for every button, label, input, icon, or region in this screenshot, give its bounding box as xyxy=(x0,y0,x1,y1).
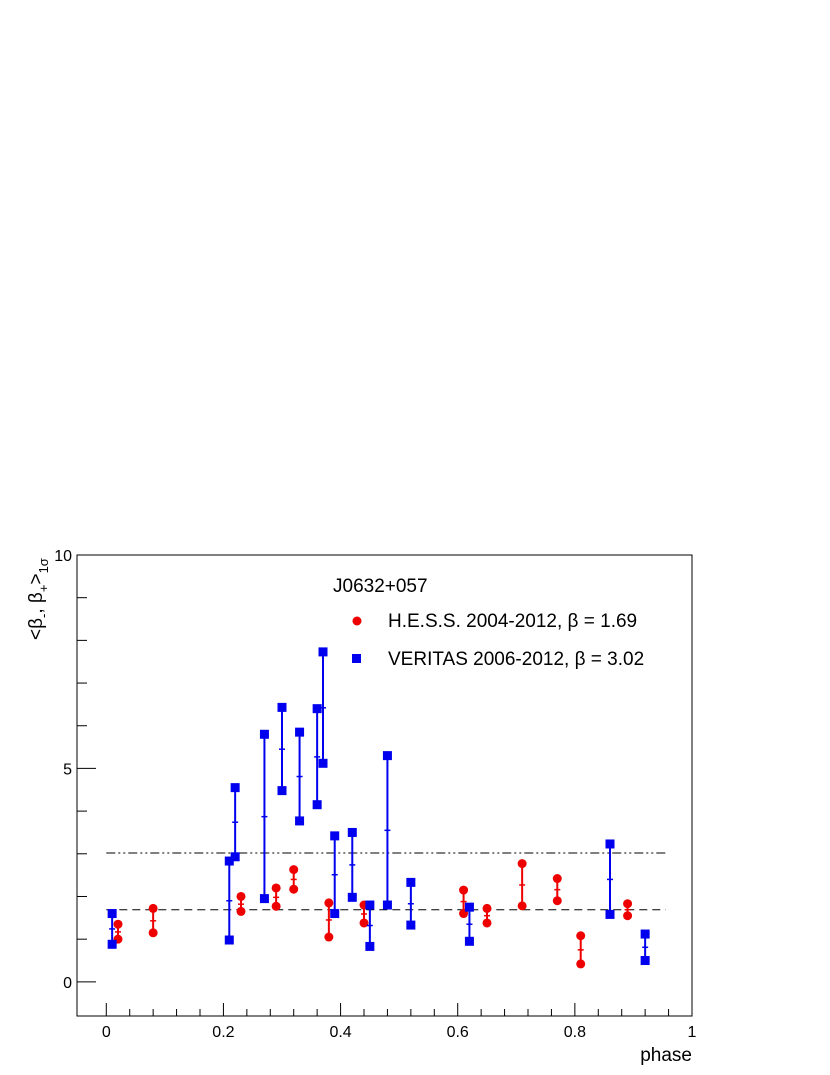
point-high xyxy=(406,877,416,887)
point-high xyxy=(312,704,322,714)
point-high xyxy=(464,902,474,912)
point-low xyxy=(230,852,240,862)
point-low xyxy=(382,900,392,910)
point-high xyxy=(382,751,392,761)
point-high xyxy=(576,931,586,941)
point-low xyxy=(148,928,158,938)
point-low xyxy=(359,918,369,928)
legend: J0632+057 H.E.S.S. 2004-2012, β = 1.69 V… xyxy=(333,576,644,670)
point-low xyxy=(312,800,322,810)
point-low xyxy=(482,918,492,928)
y-tick-label: 5 xyxy=(63,761,72,778)
point-high xyxy=(623,899,633,909)
point-low xyxy=(289,884,299,894)
y-axis-title-sep: , β xyxy=(26,592,47,614)
y-axis-title: <β-, β+>1σ xyxy=(26,558,51,640)
point-high xyxy=(517,859,527,869)
point-low xyxy=(236,906,246,916)
point-low xyxy=(271,901,281,911)
point-low xyxy=(517,901,527,911)
point-high xyxy=(318,647,328,657)
y-axis-title-close: > xyxy=(26,573,47,584)
point-high xyxy=(365,900,375,910)
point-high xyxy=(330,831,340,841)
point-high xyxy=(259,729,269,739)
y-tick-label: 0 xyxy=(63,975,72,992)
point-low xyxy=(259,894,269,904)
x-tick-label: 0.6 xyxy=(447,1024,469,1041)
y-axis-title-sub3: 1σ xyxy=(36,558,51,573)
point-high xyxy=(113,919,123,929)
chart-title: J0632+057 xyxy=(333,576,428,597)
point-high xyxy=(230,783,240,793)
point-low xyxy=(318,758,328,768)
point-high xyxy=(459,885,469,895)
point-low xyxy=(224,935,234,945)
plot-frame xyxy=(76,554,693,1017)
x-tick-label: 1 xyxy=(688,1024,697,1041)
point-high xyxy=(347,827,357,837)
x-tick-label: 0.2 xyxy=(212,1024,234,1041)
series-hess xyxy=(113,859,633,969)
point-low xyxy=(552,896,562,906)
point-low xyxy=(406,920,416,930)
point-high xyxy=(277,702,287,712)
x-tick-label: 0.4 xyxy=(329,1024,351,1041)
y-axis-title-sub1: - xyxy=(36,614,51,618)
point-low xyxy=(347,892,357,902)
point-high xyxy=(224,856,234,866)
point-low xyxy=(330,909,340,919)
legend-marker-veritas xyxy=(352,654,361,663)
x-tick-label: 0 xyxy=(102,1024,111,1041)
point-low xyxy=(295,816,305,826)
point-high xyxy=(552,874,562,884)
point-low xyxy=(277,786,287,796)
point-high xyxy=(271,883,281,893)
point-low xyxy=(107,939,117,949)
x-axis-title: phase xyxy=(640,1045,692,1066)
point-high xyxy=(289,865,299,875)
legend-label-veritas: VERITAS 2006-2012, β = 3.02 xyxy=(388,649,644,670)
series-veritas xyxy=(107,647,650,966)
point-low xyxy=(324,932,334,942)
y-axis-title-main: <β xyxy=(26,618,47,640)
point-low xyxy=(605,909,615,919)
y-axis-ticks: 0 5 10 xyxy=(54,548,96,992)
point-low xyxy=(623,911,633,921)
point-low xyxy=(576,959,586,969)
x-axis-ticks: 0 0.2 0.4 0.6 0.8 1 xyxy=(102,1003,697,1041)
point-high xyxy=(605,839,615,849)
point-high xyxy=(324,898,334,908)
point-high xyxy=(148,903,158,913)
point-low xyxy=(365,941,375,951)
point-high xyxy=(640,929,650,939)
point-high xyxy=(107,909,117,919)
x-tick-label: 0.8 xyxy=(564,1024,586,1041)
point-low xyxy=(464,936,474,946)
legend-label-hess: H.E.S.S. 2004-2012, β = 1.69 xyxy=(388,611,637,632)
legend-marker-hess xyxy=(352,616,362,626)
point-high xyxy=(482,903,492,913)
y-axis-title-sub2: + xyxy=(36,585,51,593)
point-high xyxy=(236,891,246,901)
y-tick-label: 10 xyxy=(54,548,72,565)
point-low xyxy=(640,956,650,966)
reference-lines xyxy=(106,852,666,911)
point-high xyxy=(295,727,305,737)
series-layer xyxy=(107,647,650,969)
